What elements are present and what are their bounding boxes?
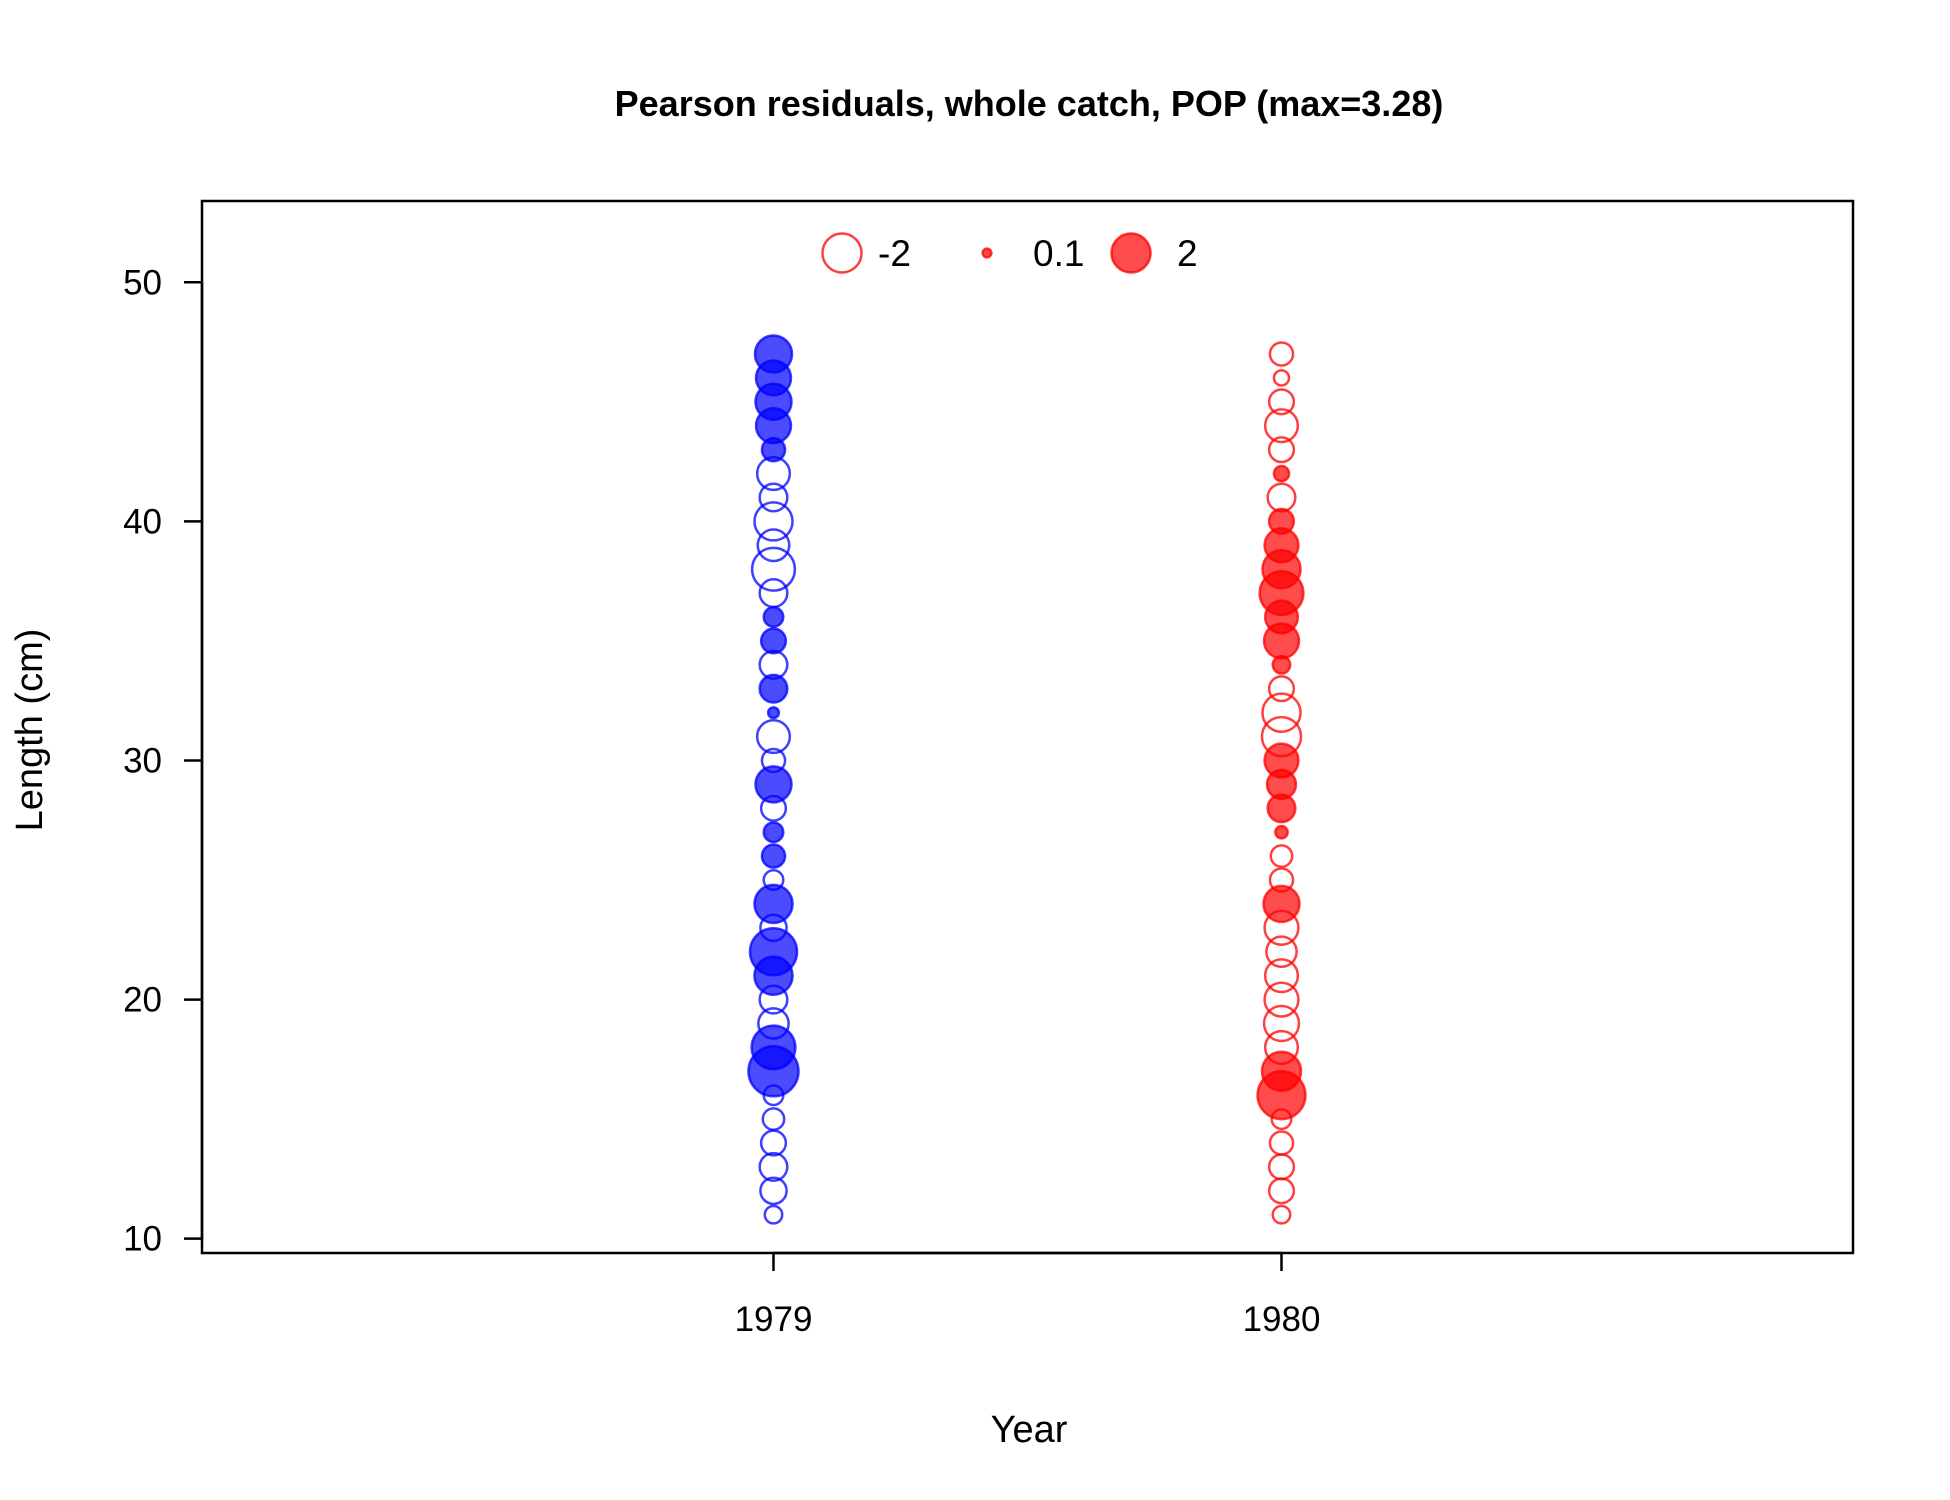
- legend-symbol-2: [821, 232, 863, 274]
- bubble-1979-len-39: [756, 528, 791, 563]
- legend-symbol-0-1: [981, 247, 993, 259]
- bubble-1979-len-19: [757, 1007, 790, 1040]
- bubble-1979-len-31: [755, 719, 792, 755]
- bubble-1980-len-30: [1263, 742, 1300, 779]
- legend: -2 0.1 2: [821, 232, 1198, 274]
- x-axis-label: Year: [991, 1409, 1068, 1451]
- bubble-1980-len-21: [1263, 958, 1300, 994]
- bubble-1980-len-41: [1266, 482, 1297, 513]
- bubble-1980-len-40: [1267, 507, 1296, 536]
- bubble-1980-len-11: [1271, 1204, 1292, 1225]
- y-tick-label-20: 20: [123, 981, 162, 1020]
- bubble-1979-len-47: [753, 334, 794, 374]
- bubble-1980-len-26: [1269, 844, 1294, 869]
- legend-label-2: 2: [1177, 233, 1198, 274]
- bubble-1980-len-20: [1263, 981, 1300, 1018]
- bubble-1980-len-42: [1272, 464, 1291, 483]
- bubble-1980-len-33: [1267, 675, 1296, 703]
- bubble-1979-len-27: [762, 821, 785, 844]
- bubble-1979-len-35: [759, 627, 788, 655]
- bubble-1980-len-32: [1261, 692, 1302, 733]
- bubble-1980-len-46: [1272, 369, 1291, 387]
- bubble-1979-len-12: [759, 1176, 788, 1206]
- bubble-1980-len-47: [1268, 341, 1295, 367]
- bubble-1980-len-31: [1260, 715, 1303, 758]
- x-tick-label-1979: 1979: [735, 1300, 813, 1339]
- chart-title: Pearson residuals, whole catch, POP (max…: [615, 83, 1444, 124]
- bubble-1979-len-22: [748, 926, 799, 977]
- bubble-1980-len-19: [1262, 1004, 1301, 1043]
- bubble-1979-len-33: [758, 673, 789, 704]
- bubble-1979-len-41: [758, 482, 789, 513]
- bubble-1979-len-37: [758, 578, 789, 609]
- bubble-1980-len-27: [1274, 824, 1289, 840]
- bubble-1979-len-30: [760, 747, 787, 774]
- bubble-1979-len-25: [762, 868, 785, 892]
- bubble-1979-len-15: [761, 1107, 786, 1132]
- legend-symbol-2: [1110, 232, 1152, 274]
- bubble-1979-len-32: [766, 706, 781, 720]
- legend-label-0-1: 0.1: [1033, 233, 1084, 274]
- y-axis-label: Length (cm): [9, 629, 51, 832]
- y-tick-label-40: 40: [123, 502, 162, 541]
- bubble-1980-len-45: [1267, 388, 1296, 416]
- bubble-1980-len-12: [1267, 1177, 1296, 1205]
- bubble-1980-len-43: [1267, 436, 1296, 464]
- plot-area-frame: [200, 199, 1855, 1255]
- bubble-1980-len-24: [1262, 884, 1301, 924]
- bubble-1979-len-13: [758, 1151, 789, 1182]
- bubble-1979-len-29: [754, 765, 793, 804]
- bubble-1979-len-11: [763, 1204, 784, 1225]
- bubble-1979-len-38: [750, 546, 797, 592]
- y-tick-label-50: 50: [123, 263, 162, 302]
- bubble-layer: [747, 334, 1307, 1225]
- y-axis: 10 20 30 40 50: [123, 263, 204, 1259]
- y-tick-label-30: 30: [123, 741, 162, 780]
- bubble-1979-len-26: [760, 843, 787, 869]
- x-axis: 1979 1980: [735, 1251, 1321, 1339]
- bubble-1980-len-22: [1265, 935, 1298, 969]
- bubble-1980-len-44: [1263, 408, 1300, 444]
- y-tick-label-10: 10: [123, 1220, 162, 1259]
- bubble-1979-len-24: [753, 883, 794, 925]
- bubble-1980-len-18: [1263, 1029, 1300, 1065]
- bubble-1979-len-18: [750, 1024, 797, 1071]
- bubble-1979-len-40: [753, 501, 794, 542]
- bubble-1980-len-25: [1268, 867, 1295, 893]
- bubble-1979-len-36: [762, 605, 785, 629]
- bubble-1979-len-14: [759, 1129, 788, 1157]
- bubble-1980-len-13: [1267, 1153, 1296, 1181]
- legend-label-2: -2: [878, 233, 911, 274]
- x-tick-label-1980: 1980: [1243, 1300, 1321, 1339]
- bubble-1980-len-14: [1268, 1130, 1295, 1156]
